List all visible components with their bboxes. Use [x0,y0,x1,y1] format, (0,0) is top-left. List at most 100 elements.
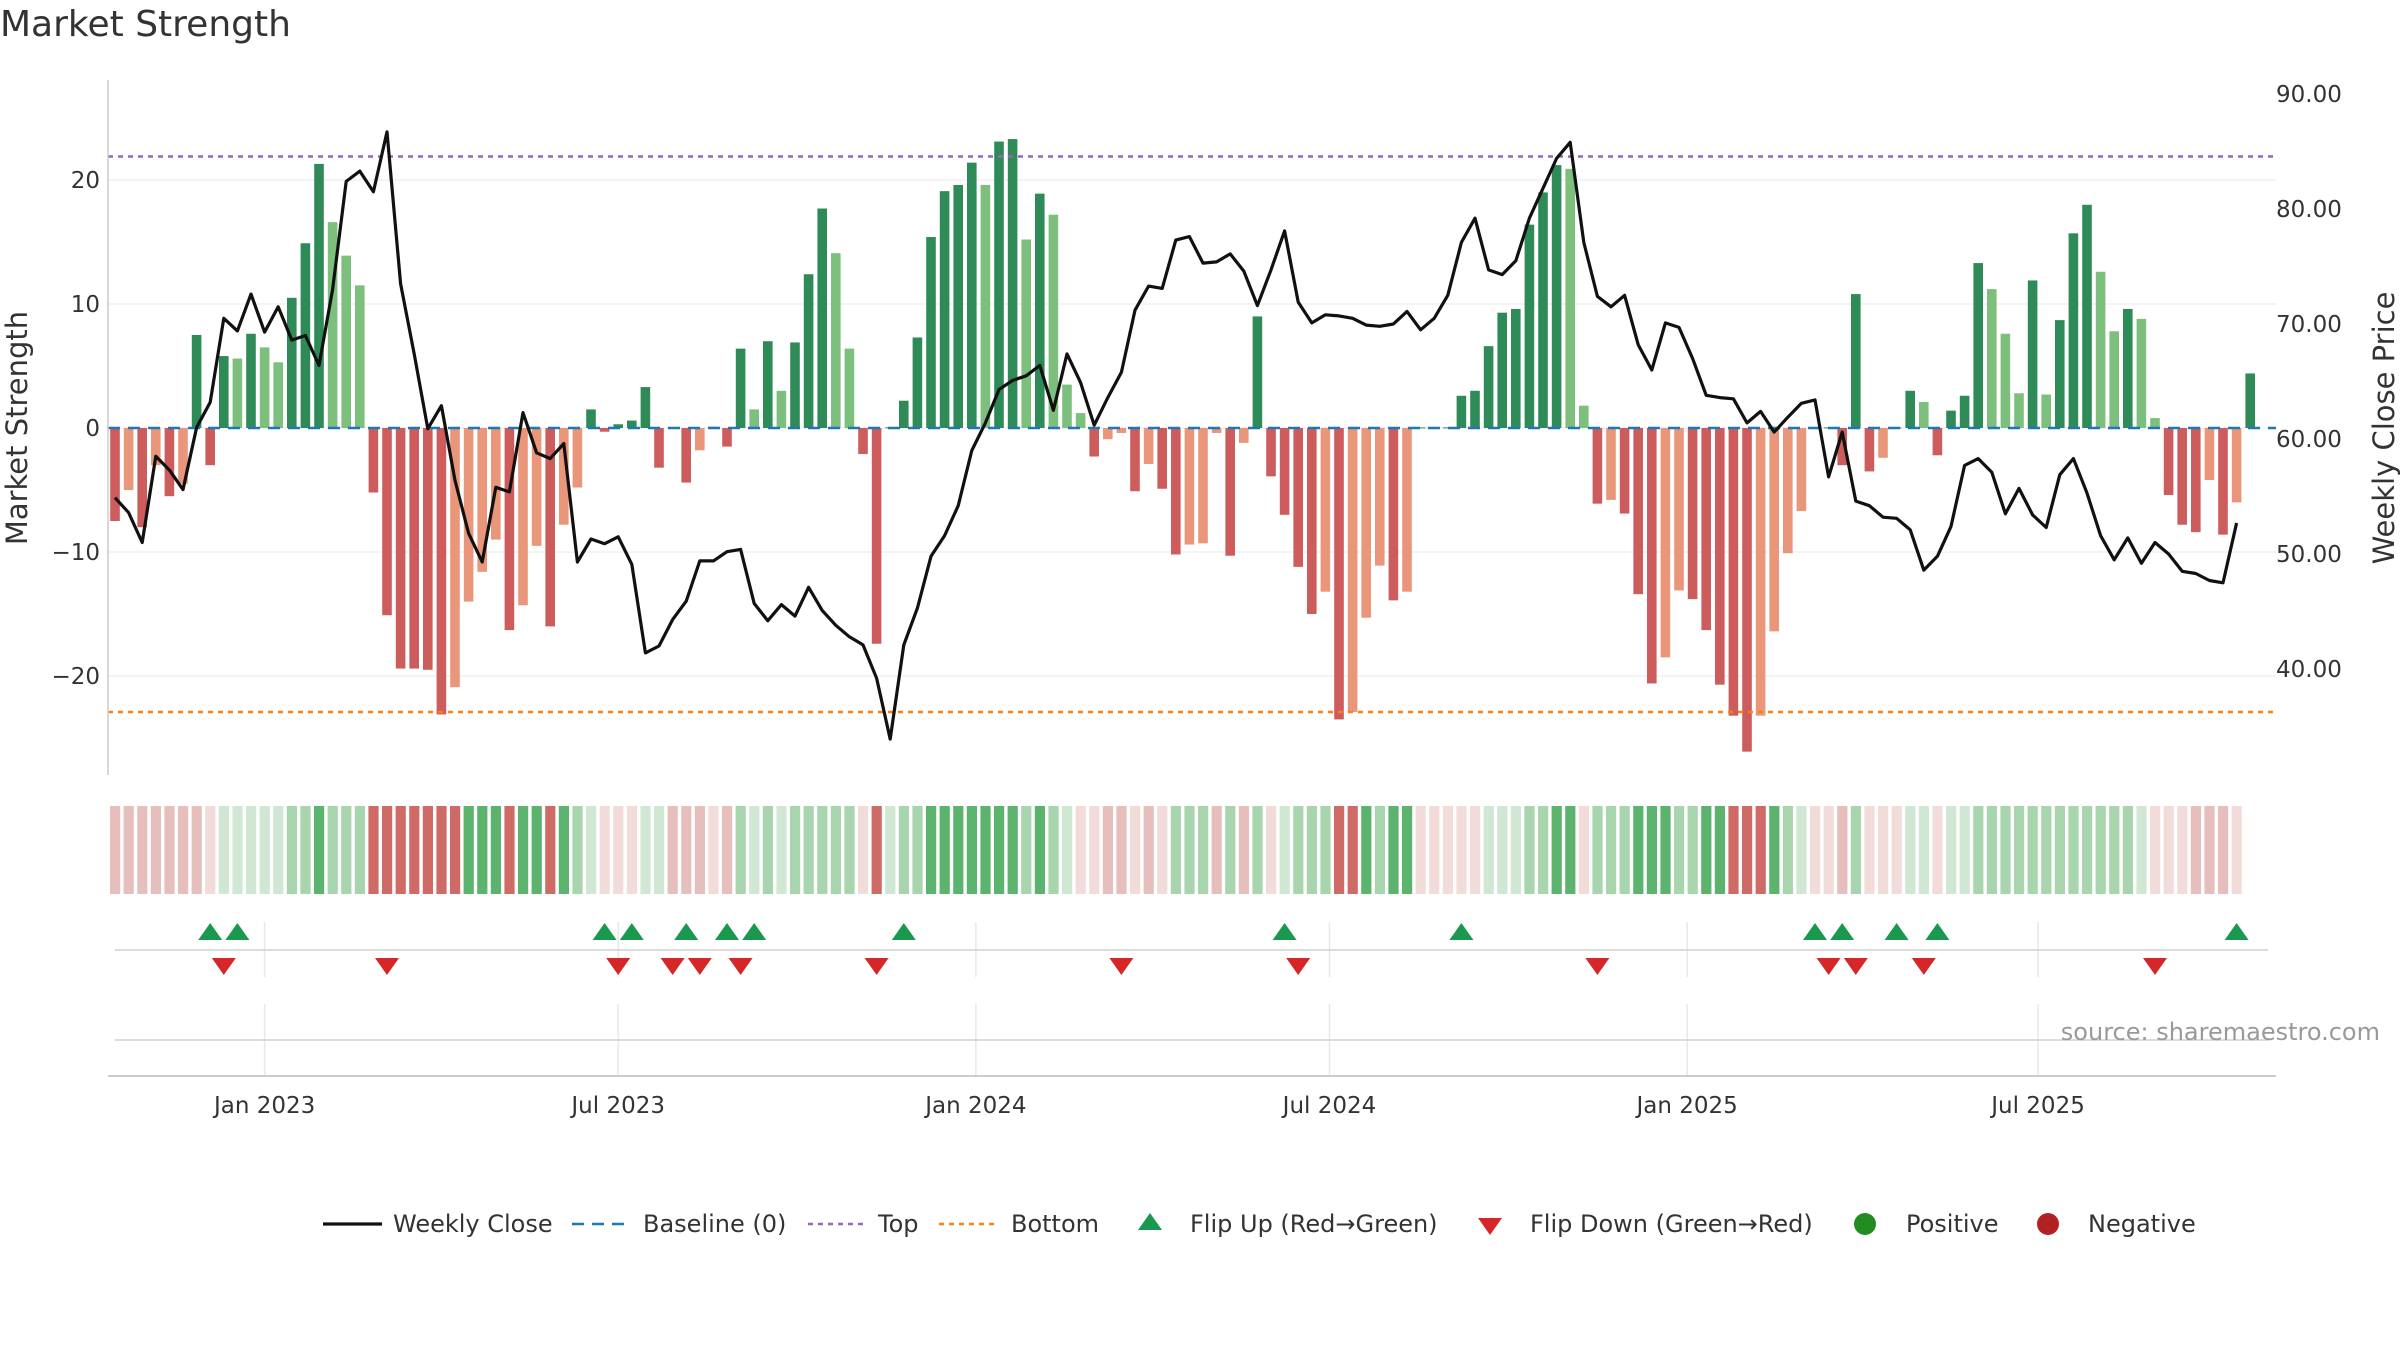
strength-bar [1633,428,1643,595]
strength-bar [436,428,447,715]
shade-cell [2054,806,2065,894]
shade-cell [1742,806,1753,894]
shade-cell [1470,806,1481,894]
strength-bar [1864,428,1875,472]
shade-cell [1633,806,1644,894]
shade-cell [1578,806,1589,894]
shade-cell [1973,806,1984,894]
strength-bar [1279,428,1290,515]
chart-title: Market Strength [0,4,291,45]
legend-flip-down-label: Flip Down (Green→Red) [1530,1210,1813,1238]
shade-cell [1062,806,1073,894]
strength-bar [287,297,297,428]
flip-up-marker [1803,923,1827,940]
shade-cell [2204,806,2215,894]
shade-cell [1143,806,1154,894]
shade-cell [654,806,665,894]
shade-cell [2109,806,2120,894]
shade-cell [1986,806,1997,894]
strength-bar [1307,428,1317,614]
strength-bar [2095,271,2106,428]
strength-bar [1619,428,1630,514]
strength-bar [1579,405,1589,428]
strength-bar [151,428,161,466]
shade-cell [599,806,610,894]
shade-cell [1565,806,1576,894]
shade-cell [1021,806,1032,894]
shade-cell [205,806,216,894]
shade-cell [1048,806,1059,894]
shade-cell [232,806,243,894]
strength-bar [1334,428,1344,720]
strength-bar [1919,401,1929,428]
shade-cell [1538,806,1549,894]
left-tick-label: 10 [71,292,100,318]
shade-cell [1864,806,1875,894]
strength-bar [1402,428,1412,592]
flip-down-marker [728,958,753,975]
strength-bar [1497,312,1507,428]
shade-cell [164,806,175,894]
strength-bar [409,428,419,669]
strength-bar [776,390,787,428]
strength-bar [1606,428,1616,500]
strength-bar [1089,428,1099,457]
strength-bar [749,409,759,428]
strength-bar [2218,428,2228,535]
strength-bar [368,428,379,493]
flip-down-marker [2143,958,2167,975]
strength-bar [246,333,256,428]
strength-bar [1524,224,1535,428]
strength-bar [2245,373,2255,428]
shade-cell [1415,806,1426,894]
shade-cell [1211,806,1222,894]
x-tick-label: Jul 2023 [569,1093,665,1119]
right-tick-label: 80.00 [2276,197,2342,223]
shade-cell [273,806,284,894]
strength-bar [355,285,365,428]
strength-bar [2191,428,2201,533]
strength-bar [1116,428,1127,433]
flip-up-marker [1449,923,1474,940]
strength-bar [1837,428,1847,466]
shade-cell [844,806,855,894]
shade-cell [790,806,801,894]
strength-bar [2014,393,2024,428]
shade-cell [926,806,937,894]
shade-cell [314,806,325,894]
shade-cell [871,806,882,894]
strength-bar [939,191,950,428]
strength-bar [599,428,610,432]
gridlines [108,179,2276,1076]
strength-bar [1171,428,1181,555]
shade-cell [1810,806,1821,894]
shade-cell [1782,806,1793,894]
shade-cell [1619,806,1630,894]
shade-cell [1320,806,1331,894]
strength-bar [178,428,188,484]
strength-bar [817,208,827,428]
shade-cell [1918,806,1929,894]
shade-cell [898,806,909,894]
strength-bar [1592,428,1603,504]
shade-cell [1198,806,1209,894]
shade-cell [1157,806,1168,894]
shade-cell [735,806,746,894]
strength-bar [586,409,596,428]
shade-cell [504,806,515,894]
shade-cell [1089,806,1100,894]
strength-bar [1687,428,1698,600]
shade-cell [1891,806,1902,894]
strength-bar [1932,428,1943,456]
strength-bar [654,428,664,468]
strength-bar [1987,289,1997,428]
strength-bar [2082,204,2092,428]
shade-cell [1361,806,1372,894]
shade-cell [123,806,134,894]
shade-cell [422,806,433,894]
shade-cell [858,806,869,894]
flip-markers-panel [108,923,2276,1077]
shade-cell [150,806,161,894]
strength-bar [1674,428,1684,591]
